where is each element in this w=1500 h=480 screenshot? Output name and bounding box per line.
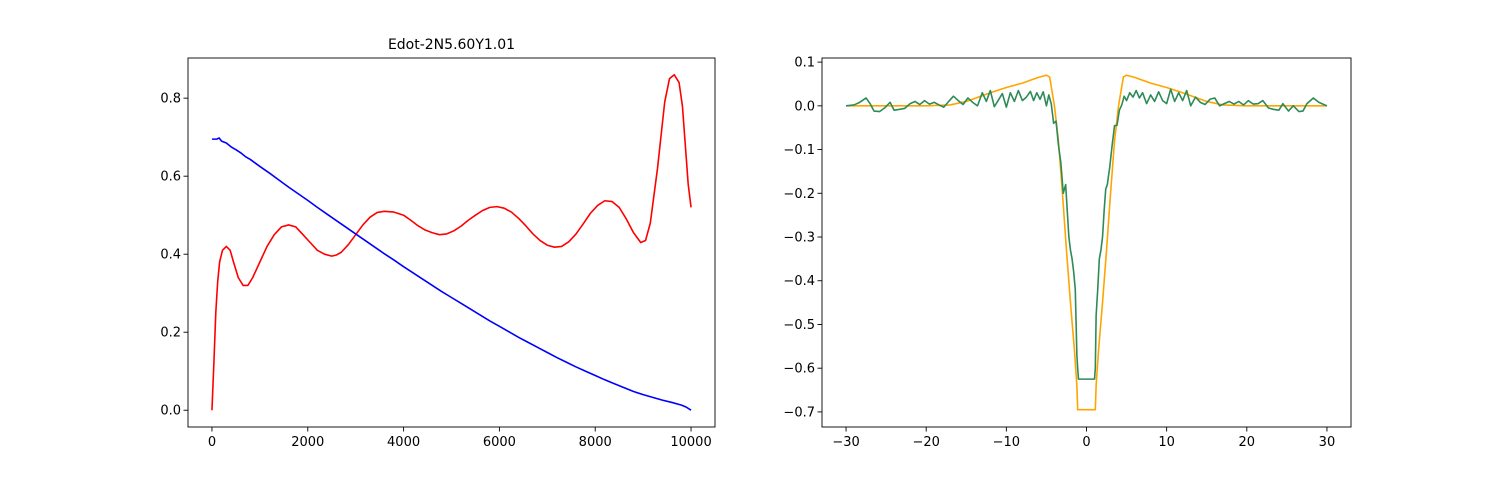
x-tick-label: 0 (1082, 435, 1090, 450)
x-axis: −30 −20 −10 0 10 20 30 (832, 427, 1335, 450)
x-tick-label: −20 (912, 435, 939, 450)
x-axis: 0 2000 4000 6000 8000 10000 (208, 427, 712, 450)
y-tick-label: 0.8 (160, 92, 181, 107)
right-chart: −30 −20 −10 0 10 20 30 0.1 0.0 −0.1 −0.2 −0.3 −0.4 −… (783, 56, 1352, 450)
y-tick-label: −0.5 (783, 318, 815, 333)
series-line-0 (211, 73, 692, 411)
y-tick-label: −0.2 (783, 187, 815, 202)
x-tick-label: 4000 (387, 435, 420, 450)
x-tick-label: 2000 (291, 435, 324, 450)
y-tick-label: 0.2 (160, 326, 181, 341)
plot-area (211, 73, 692, 411)
y-tick-label: 0.0 (794, 99, 815, 114)
x-tick-label: 30 (1319, 435, 1336, 450)
x-tick-label: 10 (1158, 435, 1175, 450)
axes-frame (187, 57, 716, 428)
x-tick-label: 20 (1239, 435, 1256, 450)
y-axis: 0.0 0.2 0.4 0.6 0.8 (160, 92, 188, 419)
y-tick-label: −0.6 (783, 362, 815, 377)
chart-title: Edot-2N5.60Y1.01 (388, 37, 515, 53)
x-tick-label: −30 (832, 435, 859, 450)
y-tick-label: 0.4 (160, 248, 181, 263)
x-tick-label: −10 (993, 435, 1020, 450)
y-axis: 0.1 0.0 −0.1 −0.2 −0.3 −0.4 −0.5 −0.6 −0.7 (783, 56, 822, 420)
left-chart: Edot-2N5.60Y1.01 0 2000 4000 6000 8000 10000 … (160, 37, 716, 450)
y-tick-label: −0.7 (783, 405, 815, 420)
x-tick-label: 0 (208, 435, 216, 450)
y-tick-label: −0.1 (783, 143, 815, 158)
y-tick-label: 0.6 (160, 170, 181, 185)
y-tick-label: 0.1 (794, 56, 815, 71)
y-tick-label: −0.3 (783, 231, 815, 246)
y-tick-label: 0.0 (160, 404, 181, 419)
x-tick-label: 6000 (483, 435, 516, 450)
series-line-1 (211, 137, 692, 411)
x-tick-label: 10000 (670, 435, 711, 450)
y-tick-label: −0.4 (783, 274, 815, 289)
plot-area (845, 74, 1328, 411)
series-line-0 (846, 74, 1327, 411)
x-tick-label: 8000 (579, 435, 612, 450)
series-line-1 (845, 88, 1328, 380)
